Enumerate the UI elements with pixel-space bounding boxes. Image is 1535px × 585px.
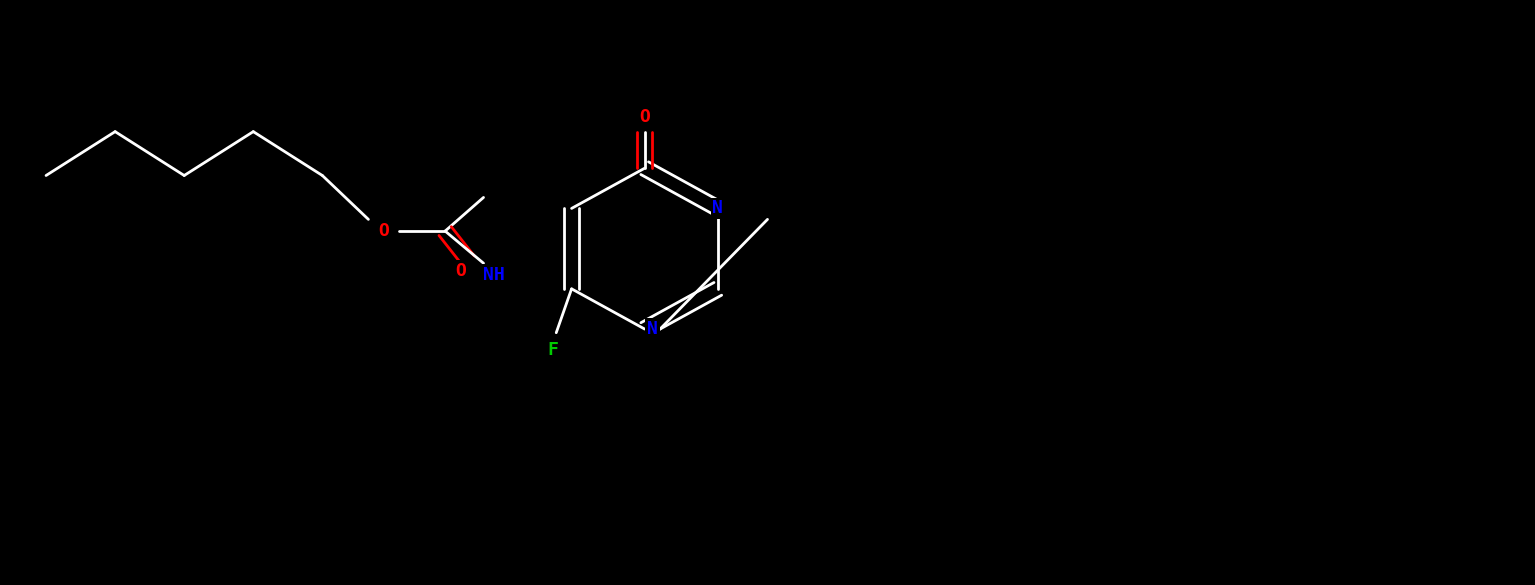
Text: N: N xyxy=(712,199,723,218)
Text: F: F xyxy=(548,341,559,359)
Text: O: O xyxy=(454,261,467,280)
Text: NH: NH xyxy=(484,266,505,284)
Text: N: N xyxy=(646,320,659,338)
Text: O: O xyxy=(639,108,651,126)
Text: O: O xyxy=(378,222,390,240)
